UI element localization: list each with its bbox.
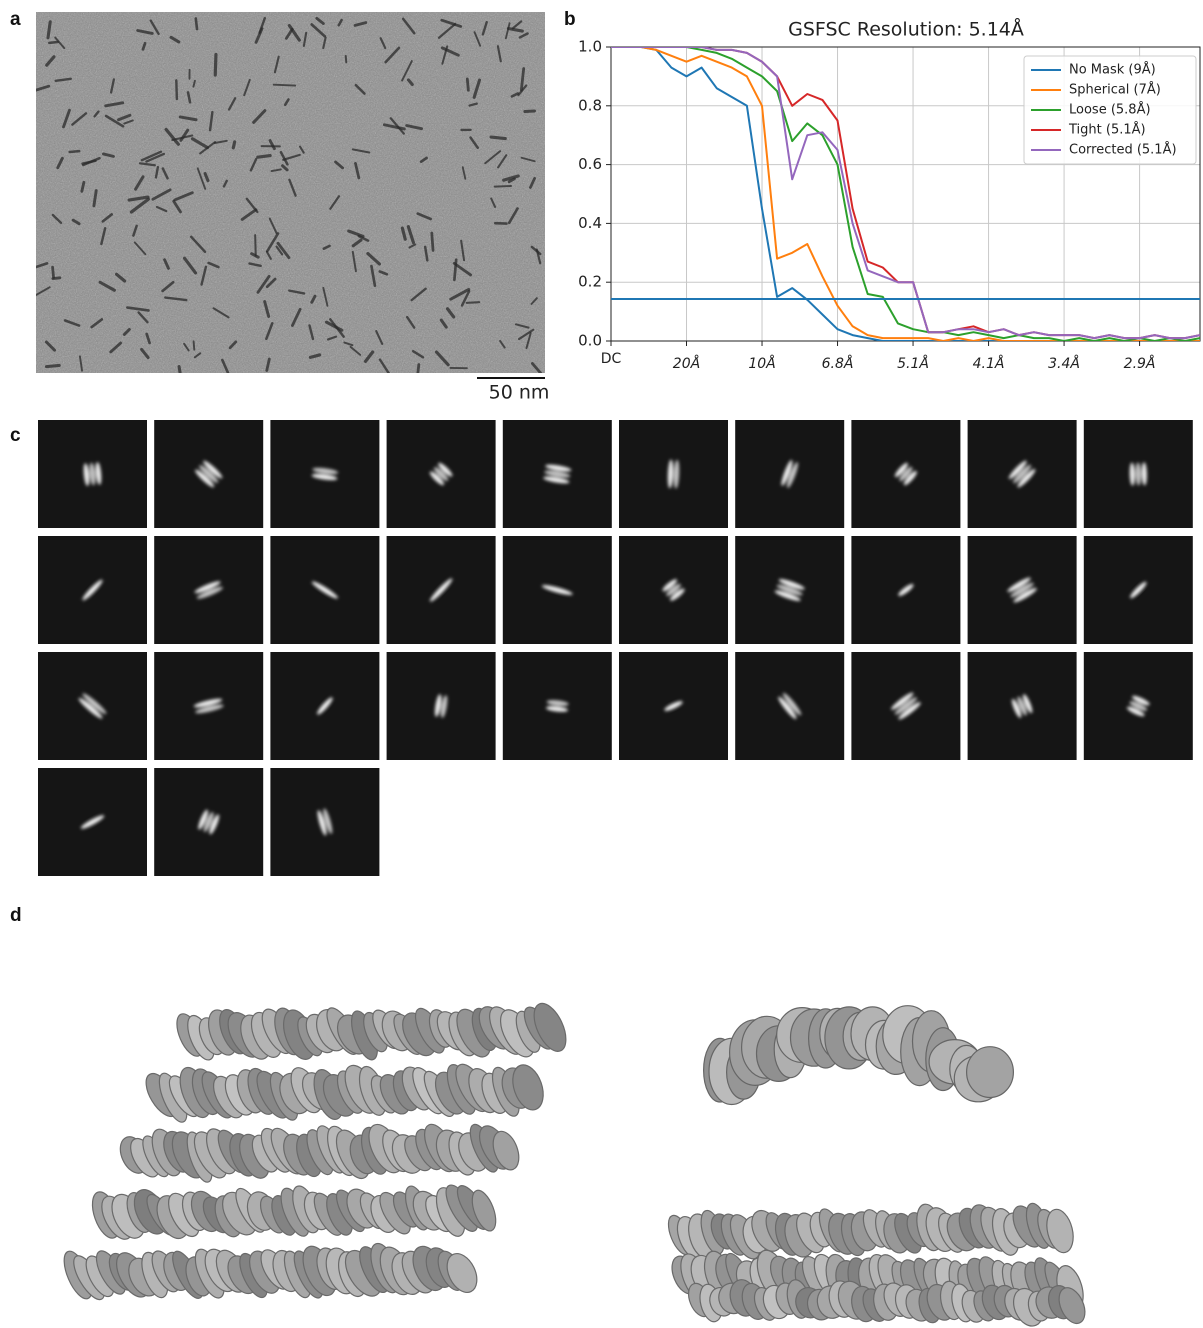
particle <box>70 151 80 152</box>
x-tick-label: 6.8Å <box>822 355 854 372</box>
micrograph-noise <box>36 12 545 373</box>
figure: a b c d 50 nm GSFSC Resolution: 5.14Å 0.… <box>0 0 1203 1328</box>
particle <box>255 235 256 255</box>
particle <box>48 22 50 38</box>
y-tick-label: 0.8 <box>578 96 602 114</box>
particle <box>432 233 433 250</box>
chart-title: GSFSC Resolution: 5.14Å <box>788 18 1024 41</box>
class-image <box>387 652 496 760</box>
class-image <box>270 420 379 528</box>
particle <box>258 156 270 158</box>
y-tick-label: 0.4 <box>578 214 602 232</box>
y-tick-label: 0.2 <box>578 273 602 291</box>
density-lobe <box>967 1047 1014 1098</box>
legend-label: Spherical (7Å) <box>1069 82 1161 98</box>
class-image <box>38 652 147 760</box>
x-tick-label: 20Å <box>673 355 700 372</box>
particle <box>491 137 505 139</box>
panel-label: b <box>564 9 576 30</box>
legend-label: No Mask (9Å) <box>1069 62 1156 78</box>
x-tick-label: 2.9Å <box>1124 355 1156 372</box>
legend-label: Loose (5.8Å) <box>1069 102 1151 118</box>
particle <box>47 365 60 366</box>
class-image <box>619 420 728 528</box>
panel-label: d <box>10 905 22 926</box>
class-image <box>735 420 844 528</box>
x-tick-label: 4.1Å <box>973 355 1005 372</box>
density-maps <box>58 999 1090 1328</box>
x-tick-label: 3.4Å <box>1048 355 1080 372</box>
x-tick-label: 10Å <box>748 355 775 372</box>
x-tick-label: DC <box>601 351 622 367</box>
particle <box>143 43 145 49</box>
particle <box>274 85 296 86</box>
fsc-chart: GSFSC Resolution: 5.14Å 0.0 0.2 0.4 0.6 0.8 1… <box>578 18 1200 373</box>
scale-bar-label: 50 nm <box>489 382 550 404</box>
class-image <box>154 652 263 760</box>
y-tick-label: 0.0 <box>578 332 602 350</box>
panel-label: c <box>10 425 21 446</box>
class-image <box>735 652 844 760</box>
page: {"labels": ["a", "b", "c", "d"], "scale_… <box>0 0 1203 1328</box>
micrograph <box>29 12 545 381</box>
particle <box>417 365 419 381</box>
particle <box>467 79 468 90</box>
particle <box>196 18 197 29</box>
class-particle <box>1129 462 1147 486</box>
particle <box>49 42 57 43</box>
class-image <box>270 768 379 876</box>
legend-label: Corrected (5.1Å) <box>1069 142 1177 158</box>
particle <box>233 142 234 148</box>
y-tick-label: 1.0 <box>578 38 602 56</box>
class-image <box>503 652 612 760</box>
y-tick-label: 0.6 <box>578 155 602 173</box>
particle <box>346 56 347 62</box>
panel-label: a <box>10 9 21 30</box>
class-averages <box>38 420 1193 876</box>
class-particle <box>83 462 102 486</box>
particle <box>82 182 84 191</box>
particle <box>194 341 195 349</box>
particle <box>467 302 480 303</box>
particle <box>495 186 511 187</box>
particle <box>53 267 54 277</box>
particle <box>176 80 177 99</box>
x-tick-label: 5.1Å <box>897 355 929 372</box>
class-image <box>154 536 263 644</box>
legend-label: Tight (5.1Å) <box>1068 122 1146 138</box>
particle <box>525 111 535 112</box>
particle <box>215 54 216 75</box>
